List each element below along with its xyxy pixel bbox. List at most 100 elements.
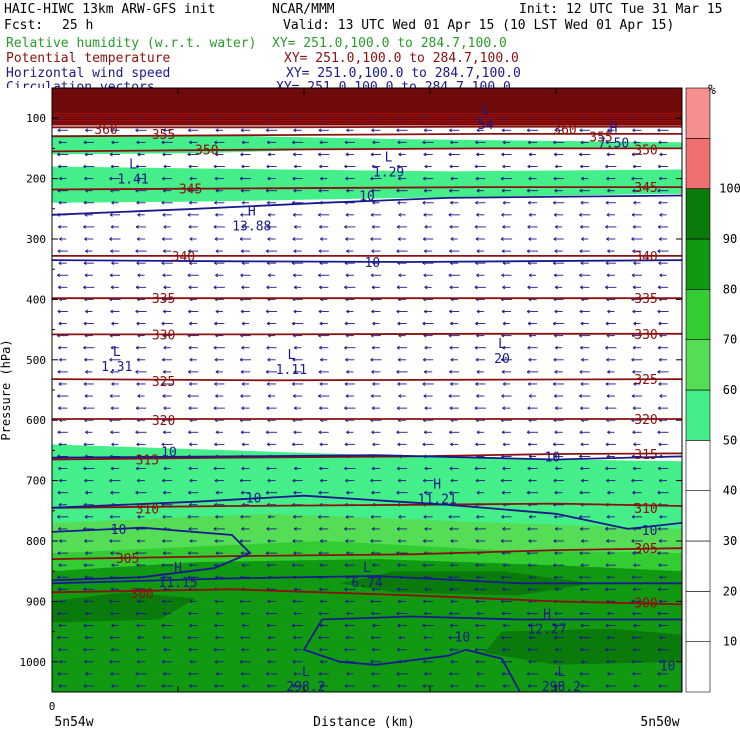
circulation-vector-208 <box>476 212 485 217</box>
circulation-vector-407 <box>657 309 669 314</box>
wind-label-8: 10 <box>660 659 676 674</box>
y-axis-label: Pressure (hPa) <box>0 339 13 440</box>
extremum-value-4: 1.11 <box>276 363 307 378</box>
circulation-vector-221 <box>188 225 198 229</box>
circulation-vector-184 <box>475 200 486 205</box>
circulation-vector-543 <box>450 382 459 386</box>
circulation-vector-885 <box>607 551 615 555</box>
circulation-vector-1023 <box>450 623 459 628</box>
circulation-vector-1125 <box>607 671 615 676</box>
circulation-vector-952 <box>474 587 486 592</box>
circulation-vector-653 <box>189 442 198 447</box>
circulation-vector-696 <box>58 466 68 471</box>
circulation-vector-710 <box>424 466 432 471</box>
colorbar-label-40: 40 <box>723 484 737 498</box>
circulation-vector-515 <box>346 369 354 374</box>
circulation-vector-266 <box>110 249 120 253</box>
circulation-vector-337 <box>83 285 95 290</box>
wind-label-3: 10 <box>246 492 262 507</box>
circulation-vector-1115 <box>346 671 354 676</box>
circulation-vector-886 <box>632 551 642 555</box>
circulation-vector-274 <box>318 249 329 253</box>
circulation-vector-218 <box>110 225 119 229</box>
circulation-vector-109 <box>396 164 408 169</box>
circulation-vector-410 <box>111 321 119 326</box>
circulation-vector-892 <box>161 563 173 568</box>
circulation-vector-228 <box>371 225 380 229</box>
circulation-vector-966 <box>214 599 224 604</box>
circulation-vector-537 <box>291 382 304 386</box>
circulation-vector-117 <box>605 164 617 169</box>
colorbar-segment-8 <box>685 238 711 290</box>
circulation-vector-931 <box>553 575 564 580</box>
circulation-vector-202 <box>318 212 330 217</box>
circulation-vector-522 <box>526 369 539 374</box>
circulation-vector-36 <box>371 128 381 133</box>
circulation-vector-758 <box>423 490 433 495</box>
circulation-vector-548 <box>580 382 589 386</box>
circulation-vector-755 <box>346 490 354 495</box>
circulation-vector-973 <box>397 599 407 604</box>
circulation-vector-1031 <box>658 623 668 628</box>
circulation-vector-398 <box>423 309 433 314</box>
circulation-vector-1082 <box>109 659 121 664</box>
circulation-vector-585 <box>293 406 302 411</box>
circulation-vector-125 <box>189 176 197 181</box>
circulation-vector-278 <box>423 249 433 253</box>
circulation-vector-331 <box>553 273 564 278</box>
circulation-vector-575 <box>659 394 667 398</box>
circulation-vector-234 <box>527 225 538 229</box>
circulation-vector-887 <box>657 551 669 555</box>
extremum-value-6: 11.21 <box>418 493 457 508</box>
circulation-vector-51 <box>136 140 146 145</box>
circulation-vector-749 <box>188 490 199 495</box>
circulation-vector-909 <box>605 563 616 568</box>
circulation-vector-1085 <box>189 659 197 664</box>
circulation-vector-283 <box>554 249 563 253</box>
circulation-vector-732 <box>370 478 382 483</box>
circulation-vector-347 <box>344 285 356 290</box>
y-tick-label-500: 500 <box>26 354 46 367</box>
circulation-vector-765 <box>607 490 615 495</box>
circulation-vector-63 <box>450 140 459 145</box>
circulation-vector-141 <box>606 176 616 181</box>
theta-label-14: 305 <box>634 542 657 557</box>
circulation-vector-901 <box>397 563 407 568</box>
circulation-vector-707 <box>344 466 356 471</box>
circulation-vector-260 <box>581 237 589 241</box>
circulation-vector-392 <box>265 309 278 314</box>
circulation-vector-175 <box>241 200 249 205</box>
circulation-vector-411 <box>136 321 146 326</box>
circulation-vector-257 <box>500 237 512 241</box>
circulation-vector-346 <box>319 285 329 290</box>
circulation-vector-223 <box>241 225 250 229</box>
colorbar-unit: % <box>708 83 716 98</box>
circulation-vector-323 <box>345 273 354 278</box>
circulation-vector-591 <box>449 406 459 411</box>
circulation-vector-115 <box>554 164 563 169</box>
circulation-vector-494 <box>422 357 434 362</box>
circulation-vector-595 <box>554 406 563 411</box>
circulation-vector-1025 <box>502 623 510 628</box>
circulation-vector-935 <box>659 575 667 580</box>
circulation-vector-971 <box>345 599 355 604</box>
circulation-vector-271 <box>240 249 250 253</box>
circulation-vector-130 <box>320 176 328 181</box>
circulation-vector-59 <box>344 140 355 145</box>
circulation-vector-734 <box>422 478 434 483</box>
circulation-vector-1057 <box>83 647 95 652</box>
circulation-vector-1053 <box>606 635 615 640</box>
circulation-vector-113 <box>502 164 511 169</box>
circulation-vector-511 <box>240 369 250 374</box>
circulation-vector-52 <box>161 140 173 145</box>
circulation-vector-950 <box>424 587 432 592</box>
circulation-vector-71 <box>658 140 668 145</box>
theta-label-7: 335 <box>152 292 175 307</box>
circulation-vector-987 <box>135 611 147 616</box>
circulation-vector-471 <box>449 345 459 350</box>
circulation-vector-760 <box>476 490 484 495</box>
circulation-vector-1011 <box>136 623 146 628</box>
circulation-vector-1138 <box>319 684 328 688</box>
circulation-vector-1141 <box>397 684 407 688</box>
circulation-vector-704 <box>266 466 277 471</box>
